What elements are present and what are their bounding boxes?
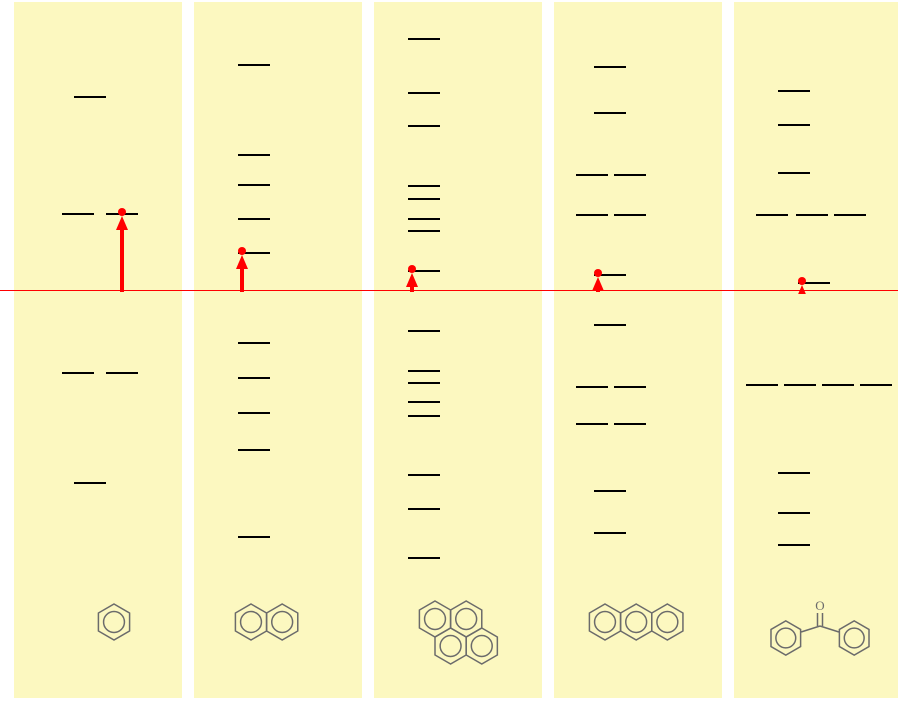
energy-level xyxy=(408,330,440,332)
energy-level xyxy=(238,184,270,186)
panel-naphthalene xyxy=(194,2,362,698)
energy-level xyxy=(408,415,440,417)
naphthalene-structure xyxy=(223,597,313,647)
energy-level xyxy=(614,386,646,388)
energy-level xyxy=(74,482,106,484)
molecule-benzophenone: O xyxy=(745,596,895,665)
energy-level xyxy=(62,372,94,374)
energy-level xyxy=(614,174,646,176)
pyrene-structure xyxy=(401,593,531,683)
energy-level xyxy=(408,92,440,94)
energy-level xyxy=(62,213,94,215)
electron-dot xyxy=(798,277,806,285)
energy-level xyxy=(594,532,626,534)
electron-dot xyxy=(238,247,246,255)
energy-level xyxy=(778,90,810,92)
energy-level xyxy=(756,214,788,216)
energy-level xyxy=(834,214,866,216)
energy-level xyxy=(860,384,892,386)
energy-level xyxy=(408,370,440,372)
energy-level xyxy=(408,382,440,384)
energy-level xyxy=(796,214,828,216)
electron-dot xyxy=(118,208,126,216)
excitation-arrow xyxy=(230,253,254,294)
energy-level xyxy=(408,185,440,187)
energy-level xyxy=(238,412,270,414)
energy-level xyxy=(238,342,270,344)
energy-level xyxy=(408,125,440,127)
benzene-structure xyxy=(90,598,138,646)
molecule-pyrene xyxy=(401,593,531,688)
molecule-naphthalene xyxy=(223,597,313,652)
energy-level xyxy=(594,112,626,114)
electron-dot xyxy=(408,265,416,273)
energy-level xyxy=(238,377,270,379)
energy-level xyxy=(576,174,608,176)
energy-level xyxy=(408,230,440,232)
panel-benzene xyxy=(14,2,182,698)
excitation-arrow xyxy=(110,214,134,294)
energy-level xyxy=(238,449,270,451)
energy-level xyxy=(408,557,440,559)
energy-level xyxy=(238,536,270,538)
energy-level xyxy=(778,124,810,126)
energy-level xyxy=(778,172,810,174)
energy-level xyxy=(408,198,440,200)
energy-level xyxy=(238,154,270,156)
energy-level xyxy=(614,423,646,425)
electron-dot xyxy=(594,269,602,277)
energy-level xyxy=(746,384,778,386)
energy-level xyxy=(594,490,626,492)
energy-level xyxy=(576,423,608,425)
energy-level xyxy=(238,64,270,66)
energy-level xyxy=(594,66,626,68)
energy-level xyxy=(576,386,608,388)
panel-pyrene xyxy=(374,2,542,698)
baseline xyxy=(0,290,898,291)
energy-level xyxy=(408,218,440,220)
panel-benzophenone: O xyxy=(734,2,898,698)
energy-level xyxy=(614,214,646,216)
panel-anthracene xyxy=(554,2,722,698)
energy-level xyxy=(408,474,440,476)
energy-level xyxy=(106,372,138,374)
energy-level xyxy=(594,324,626,326)
energy-level xyxy=(408,508,440,510)
energy-level xyxy=(576,214,608,216)
energy-level xyxy=(778,544,810,546)
excitation-arrow xyxy=(586,275,610,294)
svg-text:O: O xyxy=(815,598,824,613)
energy-level xyxy=(238,218,270,220)
molecule-benzene xyxy=(90,598,138,651)
energy-level xyxy=(408,401,440,403)
molecule-anthracene xyxy=(577,597,703,652)
energy-level xyxy=(822,384,854,386)
energy-level xyxy=(74,96,106,98)
energy-level xyxy=(784,384,816,386)
energy-level xyxy=(778,472,810,474)
energy-level xyxy=(408,38,440,40)
benzophenone-structure: O xyxy=(745,596,895,660)
anthracene-structure xyxy=(577,597,703,647)
energy-level xyxy=(778,512,810,514)
